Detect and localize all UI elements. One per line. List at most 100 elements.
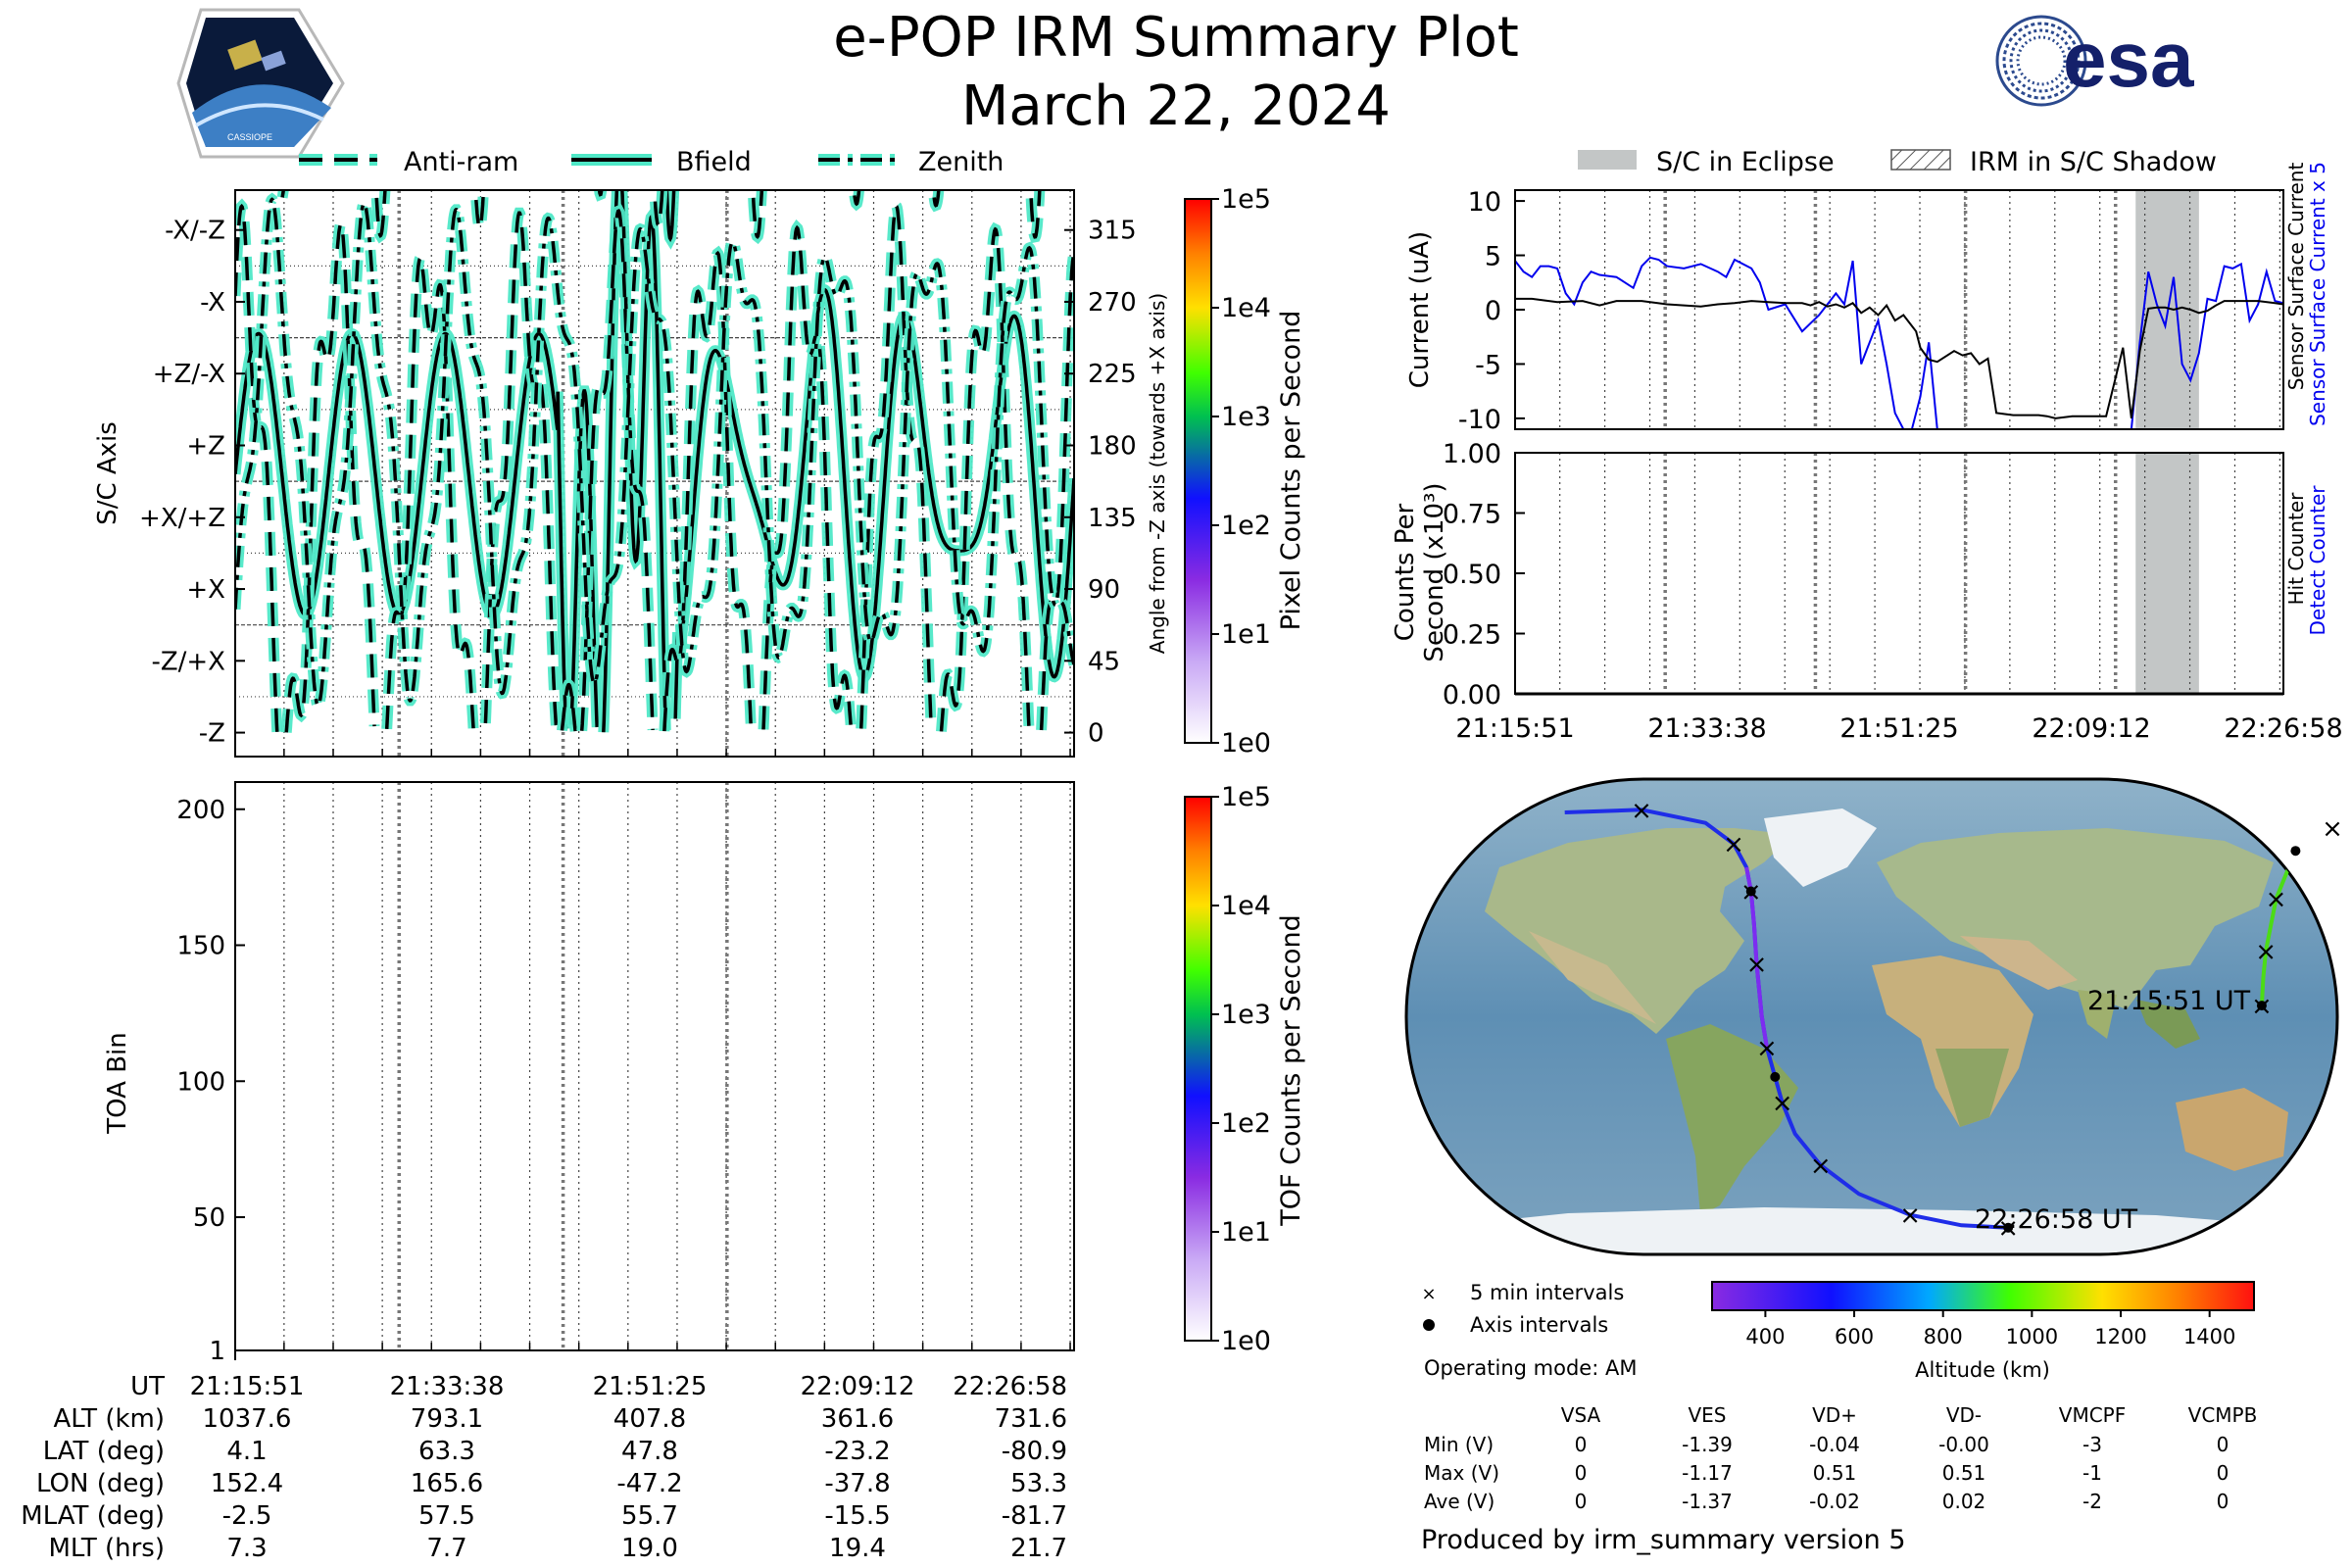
axis-y2tick-label: 270	[1088, 288, 1137, 318]
detector-ylabel-line1: Counts Per	[1391, 503, 1420, 641]
axis-ytick-label: -X/-Z	[165, 217, 225, 246]
table-cell: 4.1	[226, 1437, 267, 1466]
colorbar-tick-label: 1e1	[1221, 619, 1271, 650]
detector-ytick-label: 0.00	[1443, 680, 1501, 710]
axis-ytick-label: +Z/-X	[153, 360, 225, 389]
toa-ytick-label: 200	[176, 796, 225, 825]
axis-y2tick-label: 180	[1088, 432, 1137, 462]
voltage-col-header: VES	[1688, 1403, 1726, 1427]
map-end-label: 22:26:58 UT	[1975, 1204, 2138, 1235]
pixel-colorbar-label: Pixel Counts per Second	[1276, 311, 1306, 631]
axis-legend: Anti-ram Bfield Zenith	[299, 147, 1004, 177]
current-right-label-blue: Sensor Surface Current x 5	[2306, 162, 2329, 426]
antiram-line	[761, 224, 854, 730]
voltage-row-label: Ave (V)	[1424, 1490, 1494, 1513]
table-cell: 47.8	[621, 1437, 678, 1466]
voltage-cell: -1	[2082, 1461, 2102, 1485]
table-cell: 407.8	[613, 1404, 686, 1434]
current-ytick-label: 10	[1468, 187, 1501, 218]
track-cross-marker: ×	[1746, 951, 1768, 980]
detector-right-label-black: Hit Counter	[2284, 492, 2308, 605]
table-cell: 21:15:51	[190, 1372, 305, 1401]
colorbar-tick-label: 1e0	[1221, 1326, 1271, 1356]
altitude-tick-label: 600	[1835, 1325, 1874, 1348]
colorbar-tick-label: 1e2	[1221, 1108, 1271, 1139]
sensor-current-line	[1515, 297, 2283, 419]
table-cell: 1037.6	[203, 1404, 292, 1434]
colorbar-tick-label: 1e3	[1221, 402, 1271, 432]
table-cell: 55.7	[621, 1501, 678, 1531]
track-axis-dot	[1770, 1071, 1781, 1082]
esa-logo: esa	[1995, 15, 2194, 107]
voltage-cell: 0	[2217, 1461, 2230, 1485]
legend-axis-intervals: Axis intervals	[1470, 1313, 1608, 1337]
voltage-cell: 0	[2217, 1490, 2230, 1513]
colorbar-tick-label: 1e0	[1221, 728, 1271, 759]
detector-xtick-label: 21:51:25	[1839, 713, 1958, 744]
map-start-label: 21:15:51 UT	[2087, 986, 2251, 1016]
table-cell: -37.8	[824, 1469, 890, 1498]
zenith-line	[235, 197, 1074, 709]
altitude-tick-label: 800	[1924, 1325, 1963, 1348]
current-ytick-label: 0	[1485, 296, 1501, 326]
altitude-label: Altitude (km)	[1915, 1358, 2050, 1382]
antiram-line	[939, 226, 1031, 732]
altitude-tick-label: 1000	[2006, 1325, 2058, 1348]
colorbar-tick-label: 1e1	[1221, 1217, 1271, 1248]
voltage-cell: -2	[2082, 1490, 2102, 1513]
table-row-label: MLAT (deg)	[21, 1501, 165, 1531]
table-cell: 21:51:25	[593, 1372, 708, 1401]
track-cross-marker: ×	[1756, 1034, 1778, 1063]
voltage-cell: 0.51	[1813, 1461, 1857, 1485]
table-cell: -80.9	[1002, 1437, 1067, 1466]
voltage-table: VSA VES VD+ VD- VMCPF VCMPB Min (V) 0 -1.39 -0.04…	[1424, 1403, 2257, 1513]
antiram-line	[483, 211, 559, 731]
voltage-col-header: VD-	[1946, 1403, 1982, 1427]
voltage-cell: 0	[1575, 1461, 1588, 1485]
map-legend: × 5 min intervals Axis intervals Operati…	[1421, 1281, 1637, 1380]
toa-ylabel: TOA Bin	[103, 1032, 132, 1134]
table-cell: 53.3	[1010, 1469, 1067, 1498]
antiram-line	[235, 203, 279, 733]
axis-y2tick-label: 45	[1088, 647, 1120, 676]
legend-eclipse: S/C in Eclipse	[1656, 147, 1835, 177]
track-cross-marker: ×	[1723, 830, 1744, 859]
sensor-current-x5-line	[1515, 256, 2283, 429]
axis-ytick-label: +X/+Z	[139, 504, 225, 533]
detector-ytick-label: 0.75	[1443, 500, 1501, 530]
antiram-line	[858, 203, 933, 729]
voltage-cell: 0.02	[1942, 1490, 1986, 1513]
voltage-col-header: VMCPF	[2059, 1403, 2126, 1427]
track-cross-marker: ×	[2266, 885, 2287, 914]
table-cell: -15.5	[824, 1501, 890, 1531]
legend-zenith: Zenith	[918, 147, 1004, 177]
altitude-tick-label: 1200	[2094, 1325, 2146, 1348]
detector-ylabel-line2: Second (x10³)	[1420, 482, 1449, 662]
antiram-line	[653, 190, 664, 227]
table-cell: 21.7	[1010, 1534, 1067, 1563]
antiram-line	[751, 190, 764, 239]
antiram-line	[560, 682, 577, 732]
eclipse-span	[2135, 453, 2199, 694]
voltage-cell: -1.17	[1682, 1461, 1733, 1485]
antiram-line	[1028, 190, 1042, 239]
orbit-map: ××××××××××××× 21:15:51 UT 22:26:58 UT	[1404, 777, 2343, 1256]
voltage-cell: -3	[2082, 1433, 2102, 1456]
table-cell: 57.5	[418, 1501, 475, 1531]
voltage-col-header: VCMPB	[2188, 1403, 2258, 1427]
pixel-colorbar: 1e0 1e1 1e2 1e3 1e4 1e5 Pixel Counts per Seco…	[1184, 184, 1306, 759]
legend-shadow: IRM in S/C Shadow	[1970, 147, 2217, 177]
track-cross-marker: ×	[2322, 814, 2343, 844]
axis-y2tick-label: 315	[1088, 217, 1137, 246]
page-title: e-POP IRM Summary Plot	[833, 6, 1519, 70]
current-ylabel: Current (uA)	[1405, 231, 1435, 388]
voltage-cell: -1.39	[1682, 1433, 1733, 1456]
legend-bfield: Bfield	[676, 147, 752, 177]
detector-xtick-label: 22:26:58	[2224, 713, 2342, 744]
detector-xtick-label: 22:09:12	[2032, 713, 2150, 744]
operating-mode: Operating mode: AM	[1424, 1356, 1637, 1380]
bfield-line-halo	[566, 159, 570, 177]
axis-panel-y2label: Angle from -Z axis (towards +X axis)	[1146, 293, 1169, 654]
